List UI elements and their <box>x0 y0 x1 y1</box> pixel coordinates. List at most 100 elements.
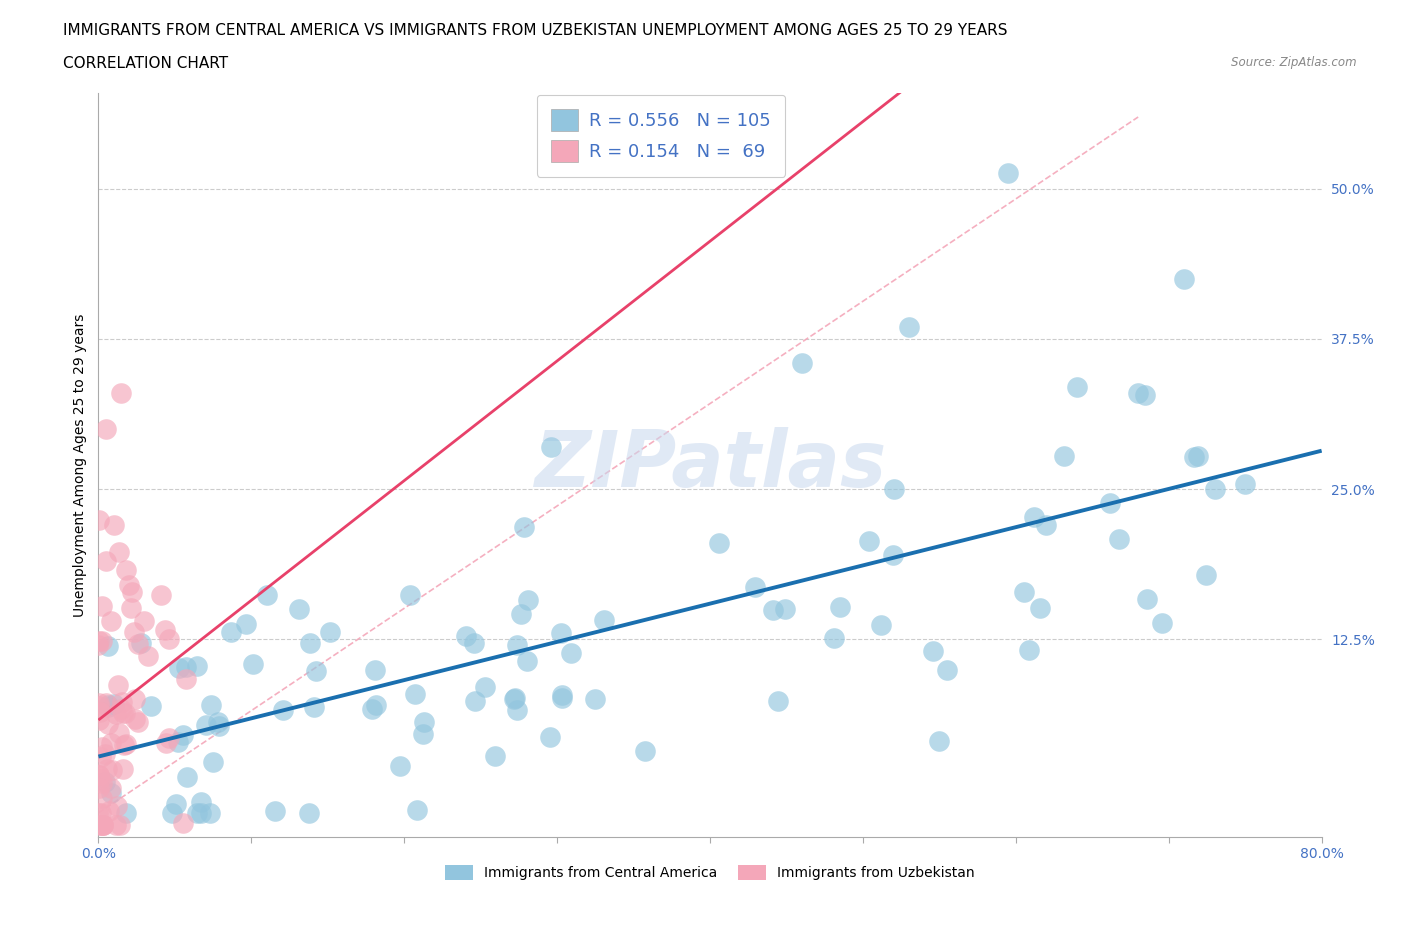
Point <box>105 799 128 814</box>
Point <box>94 747 117 762</box>
Point <box>363 662 385 677</box>
Point <box>897 320 920 335</box>
Point <box>100 614 122 629</box>
Point <box>94 421 117 436</box>
Point <box>190 795 212 810</box>
Point <box>105 817 128 832</box>
Point <box>112 737 135 752</box>
Point <box>634 744 657 759</box>
Point <box>124 692 146 707</box>
Point <box>1128 386 1150 401</box>
Point <box>790 355 813 370</box>
Point <box>100 781 122 796</box>
Point <box>256 588 278 603</box>
Point <box>200 698 222 712</box>
Point <box>404 686 426 701</box>
Point <box>122 624 145 639</box>
Point <box>96 696 118 711</box>
Point <box>160 805 183 820</box>
Point <box>150 588 173 603</box>
Point <box>302 699 325 714</box>
Point <box>1136 591 1159 606</box>
Point <box>298 805 321 820</box>
Point <box>1098 495 1121 510</box>
Point <box>361 701 384 716</box>
Point <box>516 592 538 607</box>
Point <box>114 737 136 751</box>
Point <box>1012 585 1035 600</box>
Point <box>97 716 120 731</box>
Point <box>870 618 893 632</box>
Point <box>91 817 114 832</box>
Point <box>89 704 111 719</box>
Point <box>456 629 478 644</box>
Text: Source: ZipAtlas.com: Source: ZipAtlas.com <box>1232 56 1357 69</box>
Point <box>1066 379 1088 394</box>
Point <box>105 706 128 721</box>
Point <box>560 645 582 660</box>
Point <box>540 730 562 745</box>
Point <box>550 625 572 640</box>
Point <box>583 691 606 706</box>
Point <box>129 636 152 651</box>
Point <box>103 518 125 533</box>
Point <box>928 734 950 749</box>
Point <box>97 698 120 712</box>
Point <box>186 658 208 673</box>
Point <box>413 715 436 730</box>
Point <box>194 717 217 732</box>
Point <box>157 631 180 646</box>
Point <box>121 585 143 600</box>
Point <box>89 696 111 711</box>
Point <box>94 553 117 568</box>
Text: CORRELATION CHART: CORRELATION CHART <box>63 56 228 71</box>
Point <box>768 693 790 708</box>
Point <box>1018 643 1040 658</box>
Point <box>167 660 190 675</box>
Point <box>593 613 616 628</box>
Point <box>87 781 110 796</box>
Point <box>115 805 138 820</box>
Point <box>208 719 231 734</box>
Point <box>138 648 160 663</box>
Point <box>242 657 264 671</box>
Point <box>91 817 114 832</box>
Point <box>1152 616 1174 631</box>
Point <box>551 687 574 702</box>
Point <box>412 726 434 741</box>
Point <box>1022 510 1045 525</box>
Point <box>288 601 311 616</box>
Point <box>1173 272 1195 286</box>
Point <box>828 600 851 615</box>
Point <box>551 691 574 706</box>
Point <box>97 638 120 653</box>
Point <box>207 715 229 730</box>
Text: ZIPatlas: ZIPatlas <box>534 427 886 503</box>
Point <box>882 548 904 563</box>
Point <box>87 698 110 713</box>
Point <box>503 690 526 705</box>
Point <box>235 616 257 631</box>
Point <box>91 776 114 790</box>
Point <box>186 805 208 820</box>
Point <box>464 694 486 709</box>
Point <box>89 771 111 786</box>
Point <box>139 698 162 713</box>
Point <box>505 638 527 653</box>
Point <box>201 754 224 769</box>
Point <box>96 762 118 777</box>
Point <box>744 579 766 594</box>
Point <box>90 749 112 764</box>
Point <box>762 603 785 618</box>
Point <box>506 703 529 718</box>
Point <box>176 769 198 784</box>
Point <box>1233 477 1256 492</box>
Point <box>271 702 294 717</box>
Point <box>513 520 536 535</box>
Point <box>155 623 177 638</box>
Point <box>89 767 111 782</box>
Point <box>134 614 156 629</box>
Point <box>921 644 943 658</box>
Point <box>172 728 194 743</box>
Point <box>91 790 114 805</box>
